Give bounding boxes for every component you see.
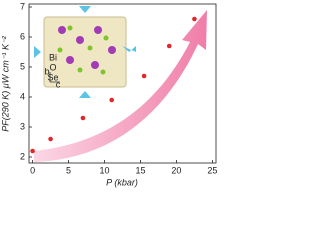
x-tick-label: 25 [207, 165, 217, 175]
inset-label: b [44, 66, 49, 76]
y-tick-label: 4 [20, 91, 25, 101]
data-point [192, 16, 197, 22]
inset-label: Se [47, 72, 58, 82]
y-tick-label: 2 [20, 151, 25, 161]
x-axis-label: P (kbar) [106, 177, 138, 187]
data-point [80, 115, 86, 121]
x-tick-label: 10 [100, 165, 110, 175]
data-point [166, 43, 172, 49]
data-point [48, 136, 53, 142]
data-point [109, 97, 115, 103]
chart: PF(290 K) μW cm⁻¹ K⁻² P (kbar) 0 5 10 15 20 2… [0, 1, 217, 187]
x-tick-label: 20 [171, 165, 181, 175]
plot-frame [28, 3, 217, 164]
inset-label: c [56, 79, 61, 89]
data-point [141, 73, 147, 79]
y-tick-label: 6 [20, 31, 25, 41]
y-tick-label: 3 [20, 121, 25, 131]
y-tick-label: 7 [20, 1, 25, 11]
inset [34, 6, 136, 98]
y-axis-label: PF(290 K) μW cm⁻¹ K⁻² [0, 35, 10, 131]
trend-arrow [34, 10, 207, 162]
y-tick-label: 5 [20, 61, 25, 71]
x-tick-label: 15 [135, 165, 145, 175]
x-tick-label: 0 [30, 165, 35, 175]
x-tick-label: 5 [66, 165, 71, 175]
inset-label: O [49, 62, 56, 72]
inset-label: Bi [49, 52, 57, 62]
data-point [30, 148, 35, 154]
